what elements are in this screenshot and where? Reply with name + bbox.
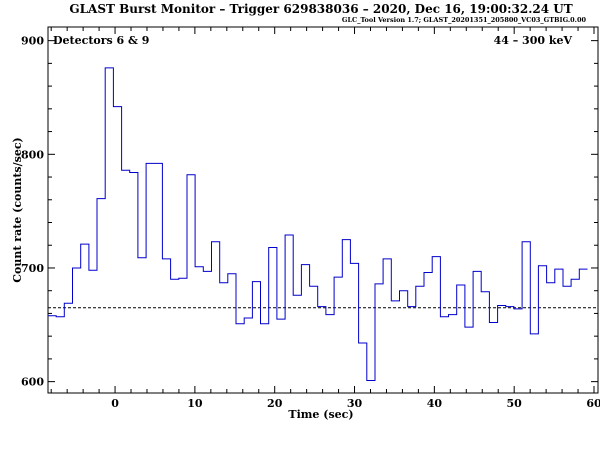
y-tick-label: 800 — [21, 148, 44, 161]
y-tick-label: 900 — [21, 35, 44, 48]
x-axis-label: Time (sec) — [288, 408, 353, 421]
x-tick-label: 60 — [586, 397, 600, 410]
x-tick-label: 20 — [267, 397, 283, 410]
x-tick-label: 40 — [427, 397, 443, 410]
x-axis: 0 10 20 30 40 50 60 — [50, 27, 600, 410]
count-rate-series — [48, 67, 588, 381]
y-axis: 600 700 800 900 — [21, 35, 598, 389]
x-tick-label: 50 — [507, 397, 523, 410]
x-tick-label: 30 — [347, 397, 363, 410]
energy-range-label: 44 – 300 keV — [494, 34, 573, 47]
y-tick-label: 600 — [21, 376, 44, 389]
plot-frame — [47, 26, 599, 394]
y-tick-label: 700 — [21, 262, 44, 275]
x-tick-label: 0 — [111, 397, 119, 410]
chart-subtitle: GLC_Tool Version 1.7; GLAST_20201351_205… — [342, 16, 587, 24]
y-axis-label: Count rate (counts/sec) — [11, 137, 24, 282]
x-tick-label: 10 — [187, 397, 203, 410]
detectors-label: Detectors 6 & 9 — [53, 34, 149, 47]
chart-title: GLAST Burst Monitor – Trigger 629838036 … — [69, 2, 572, 16]
